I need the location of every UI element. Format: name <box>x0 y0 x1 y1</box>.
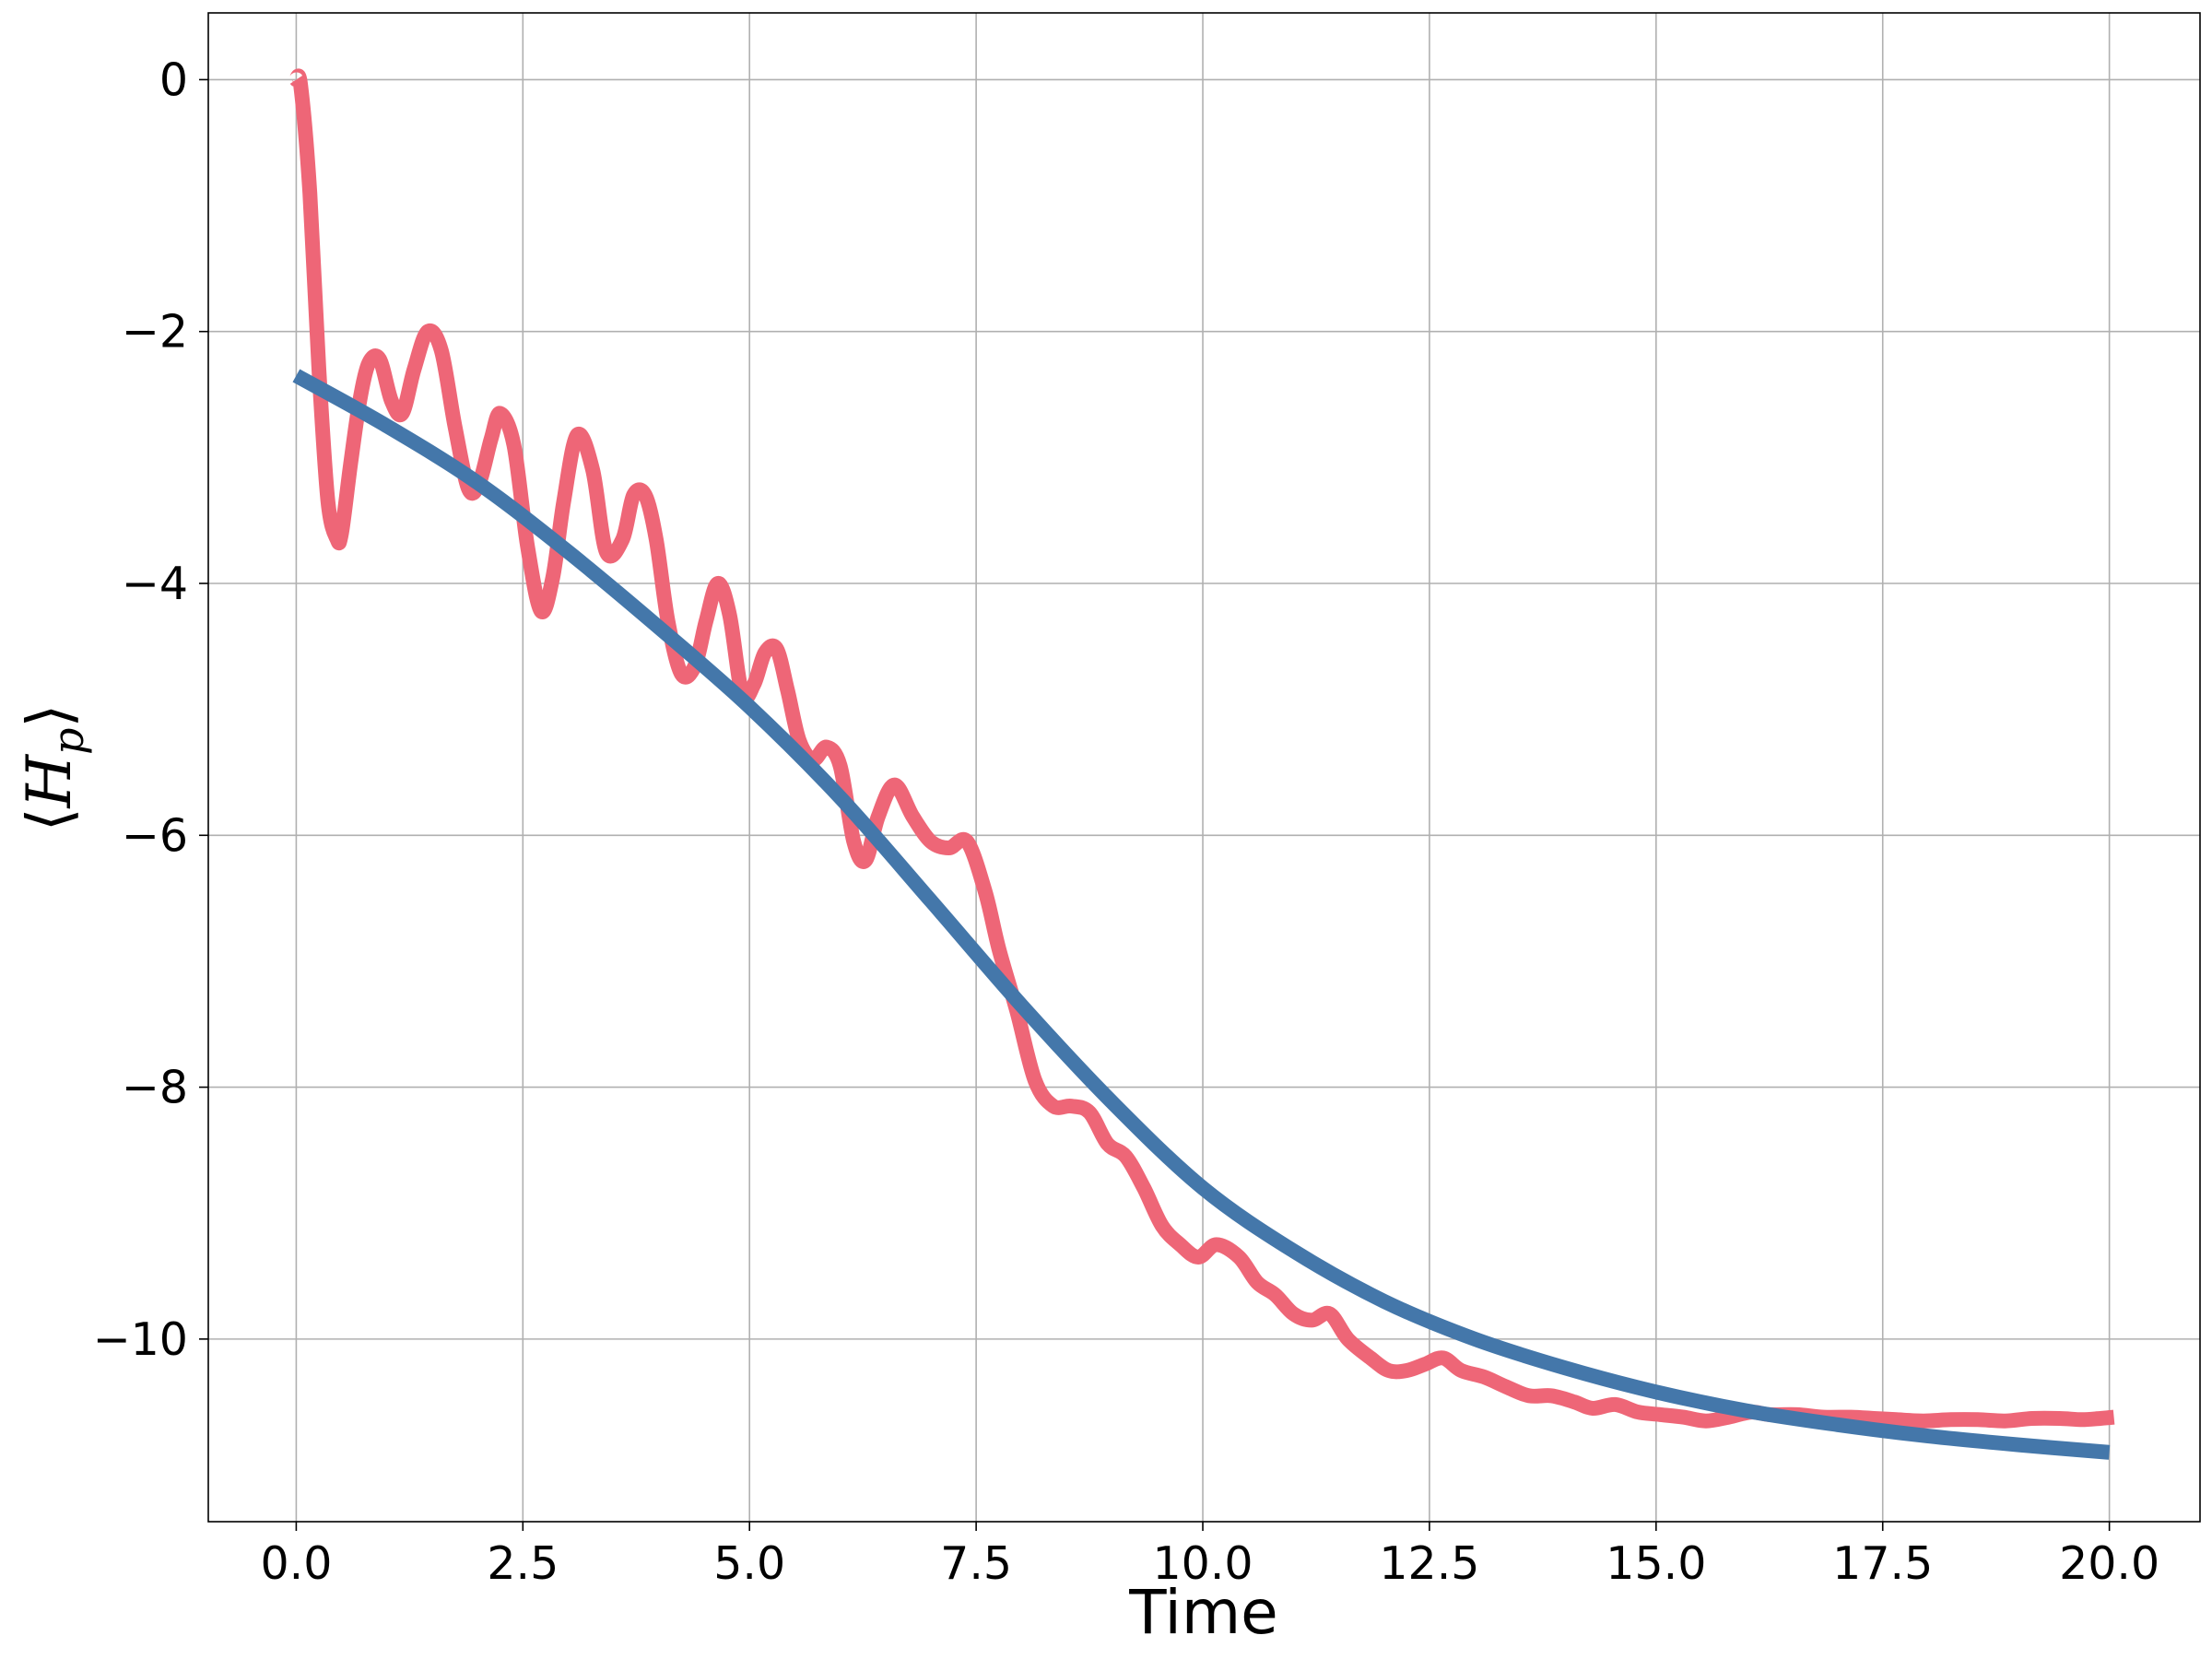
x-tick-label: 10.0 <box>1152 1537 1253 1590</box>
y-tick-label: 0 <box>159 53 188 106</box>
x-tick-label: 17.5 <box>1832 1537 1933 1590</box>
y-axis-label-main: H <box>14 754 85 809</box>
y-tick-label: −8 <box>122 1062 188 1114</box>
tick-marks <box>199 78 2111 1531</box>
x-axis-label: Time <box>1128 1577 1278 1648</box>
plot-frame <box>207 12 2201 1523</box>
series-line-oscillating <box>288 68 2115 1429</box>
x-tick-label: 0.0 <box>260 1537 332 1590</box>
x-tick-label: 7.5 <box>940 1537 1012 1590</box>
y-axis-label: ⟨Hp⟩ <box>14 704 93 832</box>
y-tick-label: −4 <box>122 558 188 610</box>
y-axis-label-left: ⟨ <box>14 808 85 832</box>
x-tick-label: 15.0 <box>1606 1537 1706 1590</box>
x-tick-label: 12.5 <box>1379 1537 1479 1590</box>
series-layer <box>288 68 2115 1460</box>
y-axis-label-sub: p <box>43 727 93 754</box>
y-tick-label: −2 <box>122 306 188 359</box>
y-tick-labels: 0 −2 −4 −6 −8 −10 <box>93 53 188 1365</box>
y-tick-label: −10 <box>93 1313 188 1366</box>
grid-lines <box>208 13 2200 1522</box>
y-tick-label: −6 <box>122 809 188 862</box>
series-line-smooth <box>292 369 2111 1460</box>
x-tick-label: 20.0 <box>2059 1537 2159 1590</box>
x-tick-label: 5.0 <box>713 1537 785 1590</box>
y-axis-label-right: ⟩ <box>14 704 85 728</box>
x-tick-label: 2.5 <box>487 1537 559 1590</box>
x-tick-labels: 0.0 2.5 5.0 7.5 10.0 12.5 15.0 17.5 20.0 <box>260 1537 2159 1590</box>
